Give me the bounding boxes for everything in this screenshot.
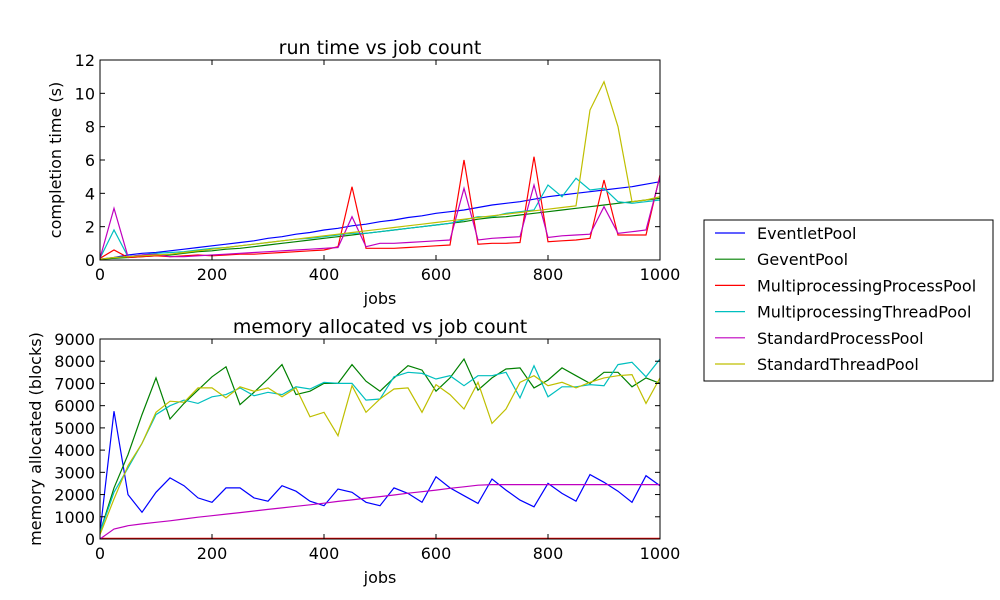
runtime-series-standardthreadpool (100, 80, 660, 260)
memory-chart: memory allocated vs job count jobs memor… (26, 316, 680, 587)
runtime-x-tick-label: 800 (533, 265, 564, 284)
memory-series-standardprocesspool (100, 484, 660, 539)
runtime-chart-title: run time vs job count (279, 37, 482, 59)
runtime-series-group (100, 80, 660, 260)
legend-label-multiprocessingthreadpool: MultiprocessingThreadPool (757, 303, 971, 322)
legend: EventletPool GeventPool MultiprocessingPro… (703, 219, 994, 382)
memory-y-axis-label: memory allocated (blocks) (26, 332, 45, 546)
memory-y-tick-label: 3000 (54, 463, 95, 482)
memory-x-tick-label: 800 (533, 544, 564, 563)
runtime-y-tick-label: 2 (85, 218, 95, 237)
runtime-y-tick-label: 10 (75, 84, 95, 103)
memory-x-axis-label: jobs (363, 568, 397, 587)
memory-series-standardthreadpool (100, 373, 660, 535)
memory-series-geventpool (100, 357, 660, 533)
legend-label-standardthreadpool: StandardThreadPool (757, 355, 919, 374)
runtime-x-axis-label: jobs (363, 289, 397, 308)
runtime-x-tick-label: 1000 (640, 265, 681, 284)
legend-label-multiprocessingprocesspool: MultiprocessingProcessPool (757, 276, 976, 295)
runtime-series-eventletpool (100, 181, 660, 260)
legend-label-standardprocesspool: StandardProcessPool (757, 329, 924, 348)
memory-series-eventletpool (100, 411, 660, 533)
memory-x-tick-label: 600 (421, 544, 452, 563)
memory-y-tick-label: 7000 (54, 374, 95, 393)
runtime-x-tick-label: 400 (309, 265, 340, 284)
runtime-axes-frame (99, 59, 661, 261)
runtime-y-tick-label: 4 (85, 184, 95, 203)
memory-x-tick-label: 400 (309, 544, 340, 563)
runtime-y-tick-label: 6 (85, 151, 95, 170)
memory-y-tick-label: 6000 (54, 397, 95, 416)
memory-y-tick-label: 5000 (54, 419, 95, 438)
memory-y-tick-label: 8000 (54, 352, 95, 371)
memory-x-tick-label: 200 (197, 544, 228, 563)
memory-y-tick-label: 9000 (54, 330, 95, 349)
memory-x-tick-label: 1000 (640, 544, 681, 563)
memory-series-group (100, 357, 660, 539)
memory-y-tick-label: 2000 (54, 486, 95, 505)
runtime-series-standardprocesspool (100, 176, 660, 259)
memory-axes-frame (99, 338, 661, 540)
runtime-chart: run time vs job count jobs completion ti… (46, 37, 680, 308)
runtime-y-tick-label: 8 (85, 118, 95, 137)
runtime-series-multiprocessingprocesspool (100, 156, 660, 259)
runtime-y-axis-label: completion time (s) (46, 82, 65, 238)
runtime-y-tick-label: 12 (75, 51, 95, 70)
legend-label-eventletpool: EventletPool (757, 224, 857, 243)
memory-y-tick-label: 4000 (54, 441, 95, 460)
memory-y-tick-label: 0 (85, 530, 95, 549)
legend-frame (703, 219, 994, 382)
runtime-y-tick-label: 0 (85, 251, 95, 270)
memory-x-tick-label: 0 (95, 544, 105, 563)
memory-chart-title: memory allocated vs job count (233, 316, 527, 338)
runtime-x-tick-label: 200 (197, 265, 228, 284)
runtime-x-tick-label: 600 (421, 265, 452, 284)
legend-label-geventpool: GeventPool (757, 250, 848, 269)
runtime-x-tick-label: 0 (95, 265, 105, 284)
runtime-series-multiprocessingthreadpool (100, 177, 660, 259)
memory-y-tick-label: 1000 (54, 508, 95, 527)
